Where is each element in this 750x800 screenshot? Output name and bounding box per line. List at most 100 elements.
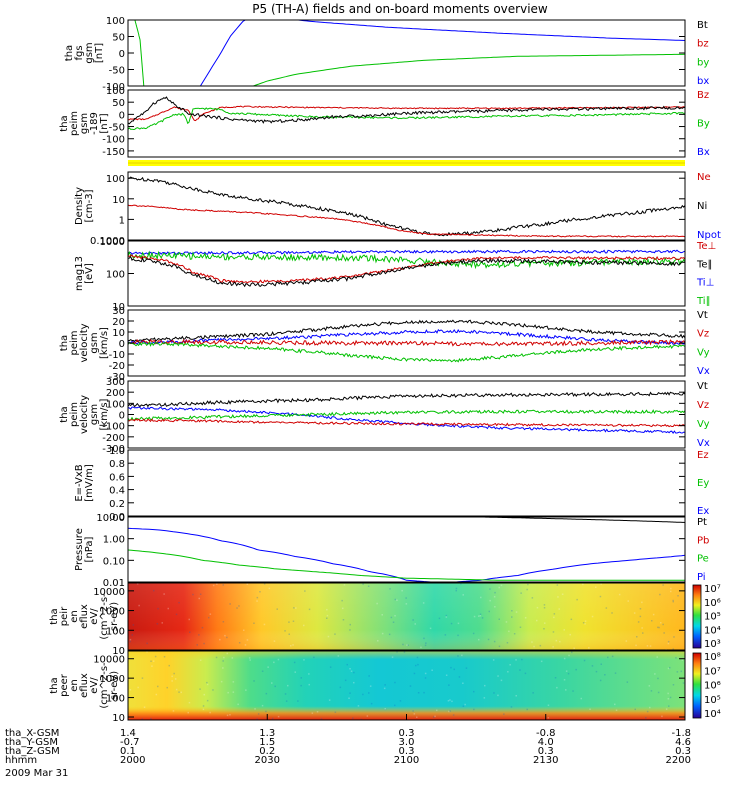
speckle xyxy=(420,646,422,649)
speckle xyxy=(412,619,414,621)
speckle xyxy=(129,689,132,691)
speckle xyxy=(129,638,132,641)
speckle xyxy=(202,705,205,707)
y-tick-label: -100 xyxy=(102,135,125,146)
speckle xyxy=(199,593,202,595)
speckle xyxy=(478,638,480,641)
speckle xyxy=(460,583,462,585)
panel-temp: 1000 100 10 mag13 [eV] Te⊥ Te∥ Ti⊥ Ti∥ xyxy=(74,237,716,313)
speckle xyxy=(265,692,268,695)
speckle xyxy=(553,616,555,619)
speckle xyxy=(561,593,564,595)
speckle xyxy=(143,706,146,708)
speckle xyxy=(227,691,229,694)
speckle xyxy=(300,677,302,679)
speckle xyxy=(680,670,682,673)
speckle xyxy=(229,603,231,605)
series-line-Ti⊥ xyxy=(128,249,685,256)
speckle xyxy=(295,607,297,609)
speckle xyxy=(343,584,346,586)
speckle xyxy=(513,633,516,635)
x-axis-value: 2200 xyxy=(666,755,691,766)
speckle xyxy=(236,607,238,609)
speckle xyxy=(362,583,364,585)
speckle xyxy=(403,651,406,653)
y-tick-label: 1000 xyxy=(100,674,125,685)
y-tick-label: 10.00 xyxy=(96,513,125,524)
speckle xyxy=(540,660,543,663)
speckle xyxy=(274,685,276,688)
speckle xyxy=(547,717,550,719)
speckle xyxy=(394,615,396,617)
speckle xyxy=(341,599,343,602)
y-tick-label: 300 xyxy=(106,377,125,388)
speckle xyxy=(256,718,258,720)
speckle xyxy=(591,615,594,618)
speckle xyxy=(600,583,602,585)
speckle xyxy=(414,623,416,625)
speckle xyxy=(605,607,608,609)
speckle xyxy=(462,594,464,596)
y-tick-label: -20 xyxy=(109,361,125,372)
speckle xyxy=(497,675,499,677)
speckle xyxy=(544,622,546,624)
colorbar-tick-label: 10³ xyxy=(704,639,721,650)
speckle xyxy=(650,690,653,692)
speckle xyxy=(349,692,351,694)
x-axis-value: 2130 xyxy=(533,755,558,766)
speckle xyxy=(614,703,616,706)
x-axis-value: 3.0 xyxy=(399,737,415,748)
colorbar-tick-label: 10⁵ xyxy=(704,612,721,623)
legend-entry-Bt: Bt xyxy=(697,20,708,31)
speckle xyxy=(417,663,419,666)
legend-entry-Ne: Ne xyxy=(697,172,711,183)
speckle xyxy=(646,645,649,647)
legend-entry-Bx: Bx xyxy=(697,147,710,158)
y-axis-label-line: [mV/m] xyxy=(84,464,95,502)
series-layer-peim_b xyxy=(128,96,685,131)
y-axis-label-line: Pressure xyxy=(74,528,85,571)
y-axis-label-line: E=-VxB xyxy=(74,464,85,501)
speckle xyxy=(292,620,295,622)
speckle xyxy=(595,670,598,673)
speckle xyxy=(649,706,651,709)
speckle xyxy=(526,708,528,711)
speckle xyxy=(246,639,249,641)
y-tick-label: 50 xyxy=(112,33,125,44)
speckle xyxy=(209,711,211,714)
y-axis-label-line: sr-eV) xyxy=(109,602,120,631)
colorbar-tick-label: 10⁷ xyxy=(704,666,721,677)
speckle xyxy=(406,644,408,646)
x-axis-value: 0.3 xyxy=(399,746,415,757)
legend-entry-Te∥: Te∥ xyxy=(696,259,713,270)
speckle xyxy=(259,591,261,593)
speckle xyxy=(573,647,575,650)
speckle xyxy=(175,613,178,616)
y-axis-label-line: eflux xyxy=(79,673,90,698)
speckle xyxy=(503,713,505,715)
speckle xyxy=(367,585,370,587)
series-layer-peim_v xyxy=(128,319,685,363)
y-tick-label: 0.8 xyxy=(109,459,125,470)
y-axis-label-line: [km/s] xyxy=(99,398,110,430)
y-tick-label: 10 xyxy=(112,328,125,339)
speckle xyxy=(453,668,455,671)
speckle xyxy=(342,607,344,610)
speckle xyxy=(415,664,417,667)
panel-peir_eflux: 10⁷ 10⁶ 10⁵ 10⁴ 10³ 10000 1000 100 10 tha peir en ef… xyxy=(49,582,721,657)
speckle xyxy=(509,664,511,666)
speckle xyxy=(568,654,570,657)
speckle xyxy=(334,711,337,713)
legend-entry-bx: bx xyxy=(697,76,709,87)
speckle xyxy=(357,705,360,707)
speckle xyxy=(531,641,533,643)
speckle xyxy=(465,667,468,669)
speckle xyxy=(563,657,566,660)
legend-entry-Vx: Vx xyxy=(697,366,710,377)
series-layer-temp xyxy=(128,249,685,288)
speckle xyxy=(589,708,591,710)
y-axis-label-line: eflux xyxy=(79,604,90,629)
speckle xyxy=(412,710,414,712)
speckle xyxy=(327,635,330,638)
